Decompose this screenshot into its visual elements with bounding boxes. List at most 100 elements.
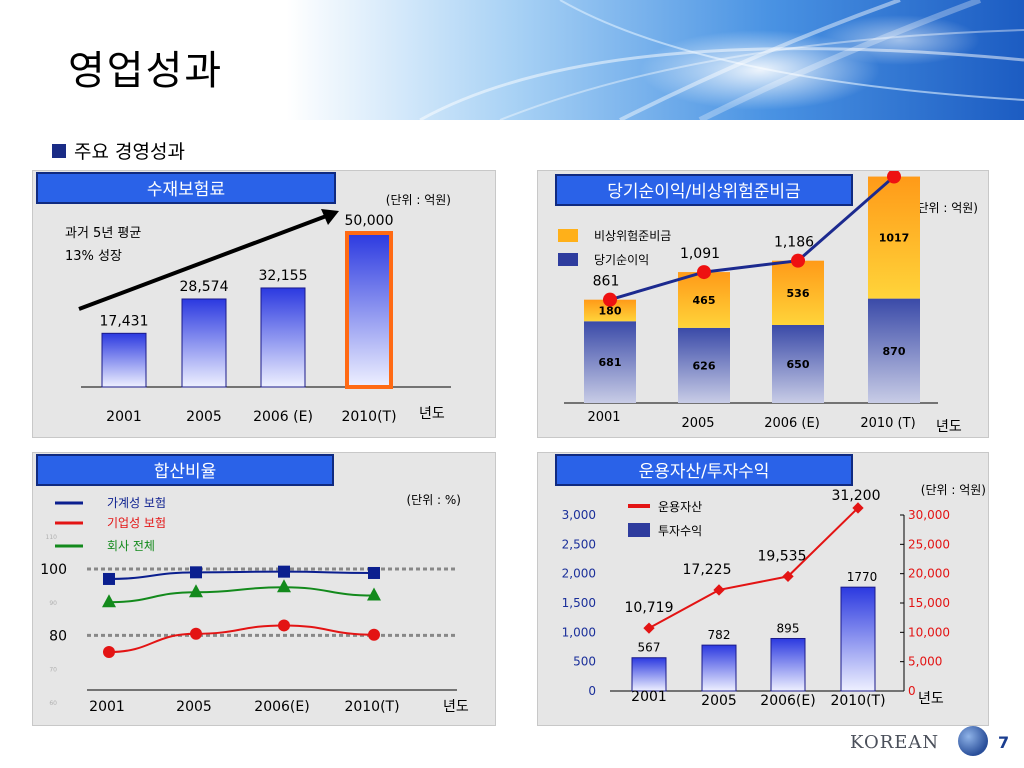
series-marker	[103, 646, 115, 658]
series-marker	[368, 566, 380, 579]
assets-marker	[643, 622, 655, 634]
series-marker	[102, 594, 116, 608]
minor-tick-label: 110	[46, 534, 58, 541]
series-line	[108, 586, 375, 604]
bar	[770, 637, 806, 692]
bar-segment-profit	[868, 298, 920, 403]
panel-title-box: 수재보험료	[36, 172, 336, 204]
banner-background	[0, 0, 1024, 120]
x-tick-label: 2005	[701, 693, 737, 709]
bar	[181, 298, 227, 388]
total-value-label: 1,186	[774, 235, 814, 251]
right-axis-tick-label: 20,000	[908, 567, 950, 581]
x-unit-label: 년도	[443, 699, 469, 715]
x-tick-label: 2010 (T)	[860, 416, 915, 431]
company-logo: KOREAN	[850, 726, 990, 758]
bar-value-label: 28,574	[180, 279, 229, 295]
x-tick-label: 2001	[106, 409, 142, 425]
legend-swatch-reserve	[558, 229, 578, 242]
right-axis-tick-label: 30,000	[908, 508, 950, 522]
total-marker	[887, 169, 901, 184]
combined-ratio-line-chart: 합산비율 (단위 : %) 가계성 보험 기업성 보험 회사 전체 100 80 1…	[36, 454, 469, 715]
left-axis-tick-label: 2,000	[562, 567, 596, 581]
legend-label-profit: 당기순이익	[594, 253, 649, 267]
legend-label-total: 회사 전체	[107, 539, 155, 553]
segment-label-profit: 870	[883, 345, 906, 358]
legend-label-reserve: 비상위험준비금	[594, 229, 671, 243]
series-marker	[103, 572, 115, 585]
x-tick-label: 2006 (E)	[764, 416, 820, 431]
x-unit-label: 년도	[419, 406, 445, 422]
bar-segment-profit	[772, 325, 824, 403]
profit-reserve-stacked-chart: 당기순이익/비상위험준비금 (단위 : 억원) 비상위험준비금 당기순이익 68…	[555, 151, 978, 435]
logo-emblem-icon	[958, 726, 988, 756]
investment-unit-label: (단위 : 억원)	[921, 483, 986, 497]
series-marker	[277, 579, 291, 593]
growth-arrow	[78, 209, 339, 311]
x-tick-label: 2005	[681, 416, 714, 431]
left-axis-tick-label: 3,000	[562, 508, 596, 522]
segment-label-profit: 626	[693, 359, 716, 372]
bar-segment-reserve	[772, 260, 824, 325]
segment-label-profit: 681	[599, 356, 622, 369]
segment-label-reserve: 1017	[879, 232, 910, 245]
reference-label: 100	[40, 562, 67, 578]
bar	[345, 231, 393, 389]
legend-label-income: 투자수익	[658, 524, 702, 538]
right-axis-tick-label: 5,000	[908, 655, 942, 669]
segment-label-reserve: 180	[599, 304, 622, 317]
assets-value-label: 19,535	[758, 548, 807, 564]
legend: 운용자산 투자수익	[628, 500, 702, 538]
growth-annotation-line2: 13% 성장	[65, 249, 122, 264]
profit-unit-label: (단위 : 억원)	[913, 201, 978, 215]
investment-chart-title: 운용자산/투자수익	[639, 462, 770, 482]
minor-tick-label: 60	[49, 700, 57, 707]
profit-reserve-chart-title: 당기순이익/비상위험준비금	[607, 182, 800, 202]
legend-label-assets: 운용자산	[658, 500, 702, 514]
panel-title-box: 운용자산/투자수익	[555, 454, 853, 486]
header-banner: 영업성과	[0, 0, 1024, 120]
series-marker	[278, 565, 290, 578]
bar-segment-reserve	[868, 176, 920, 299]
premium-bar-chart: 수재보험료 (단위 : 억원) 과거 5년 평균 13% 성장 17,431 20…	[36, 172, 451, 425]
page-title: 영업성과	[68, 48, 224, 94]
square-bullet-icon	[52, 144, 66, 158]
series-line	[108, 624, 375, 653]
panel-title-box: 당기순이익/비상위험준비금	[555, 174, 853, 206]
assets-value-label: 31,200	[832, 488, 881, 504]
reference-label: 80	[49, 628, 67, 644]
x-tick-label: 2006(E)	[760, 693, 815, 709]
segment-label-reserve: 536	[787, 287, 810, 300]
minor-tick-label: 70	[49, 667, 57, 674]
right-axis-tick-label: 15,000	[908, 596, 950, 610]
left-axis-tick-label: 2,500	[562, 537, 596, 551]
bar-segment-profit	[678, 327, 730, 403]
series-marker	[190, 566, 202, 579]
right-axis-tick-label: 0	[908, 684, 916, 698]
segment-label-reserve: 465	[693, 294, 716, 307]
bar-value-label: 782	[708, 628, 731, 642]
section-heading: 주요 경영성과	[52, 137, 185, 164]
segment-label-profit: 650	[787, 358, 810, 371]
total-line	[609, 175, 895, 302]
series-marker	[189, 584, 203, 598]
bar-value-label: 17,431	[100, 313, 149, 329]
premium-chart-panel: 수재보험료 (단위 : 억원) 과거 5년 평균 13% 성장 17,431 20…	[32, 170, 496, 438]
bar-value-label: 32,155	[259, 268, 308, 284]
bar-segment-reserve	[678, 272, 730, 328]
x-tick-label: 2005	[176, 699, 212, 715]
assets-marker	[713, 584, 725, 596]
panel-title-box: 합산비율	[36, 454, 334, 486]
bar-value-label: 895	[777, 621, 800, 635]
profit-reserve-chart-panel: 당기순이익/비상위험준비금 (단위 : 억원) 비상위험준비금 당기순이익 68…	[537, 151, 989, 438]
total-marker	[603, 292, 617, 307]
investment-combo-chart: 운용자산/투자수익 (단위 : 억원) 운용자산 투자수익 3,000 2,500…	[555, 454, 986, 709]
growth-annotation-line1: 과거 5년 평균	[65, 226, 141, 241]
left-axis-tick-label: 1,000	[562, 625, 596, 639]
bar	[631, 657, 667, 692]
section-heading-text: 주요 경영성과	[74, 141, 185, 163]
assets-value-label: 10,719	[625, 600, 674, 616]
bar-value-label: 567	[638, 641, 661, 655]
minor-tick-label: 90	[49, 600, 57, 607]
x-tick-label: 2010(T)	[830, 693, 885, 709]
